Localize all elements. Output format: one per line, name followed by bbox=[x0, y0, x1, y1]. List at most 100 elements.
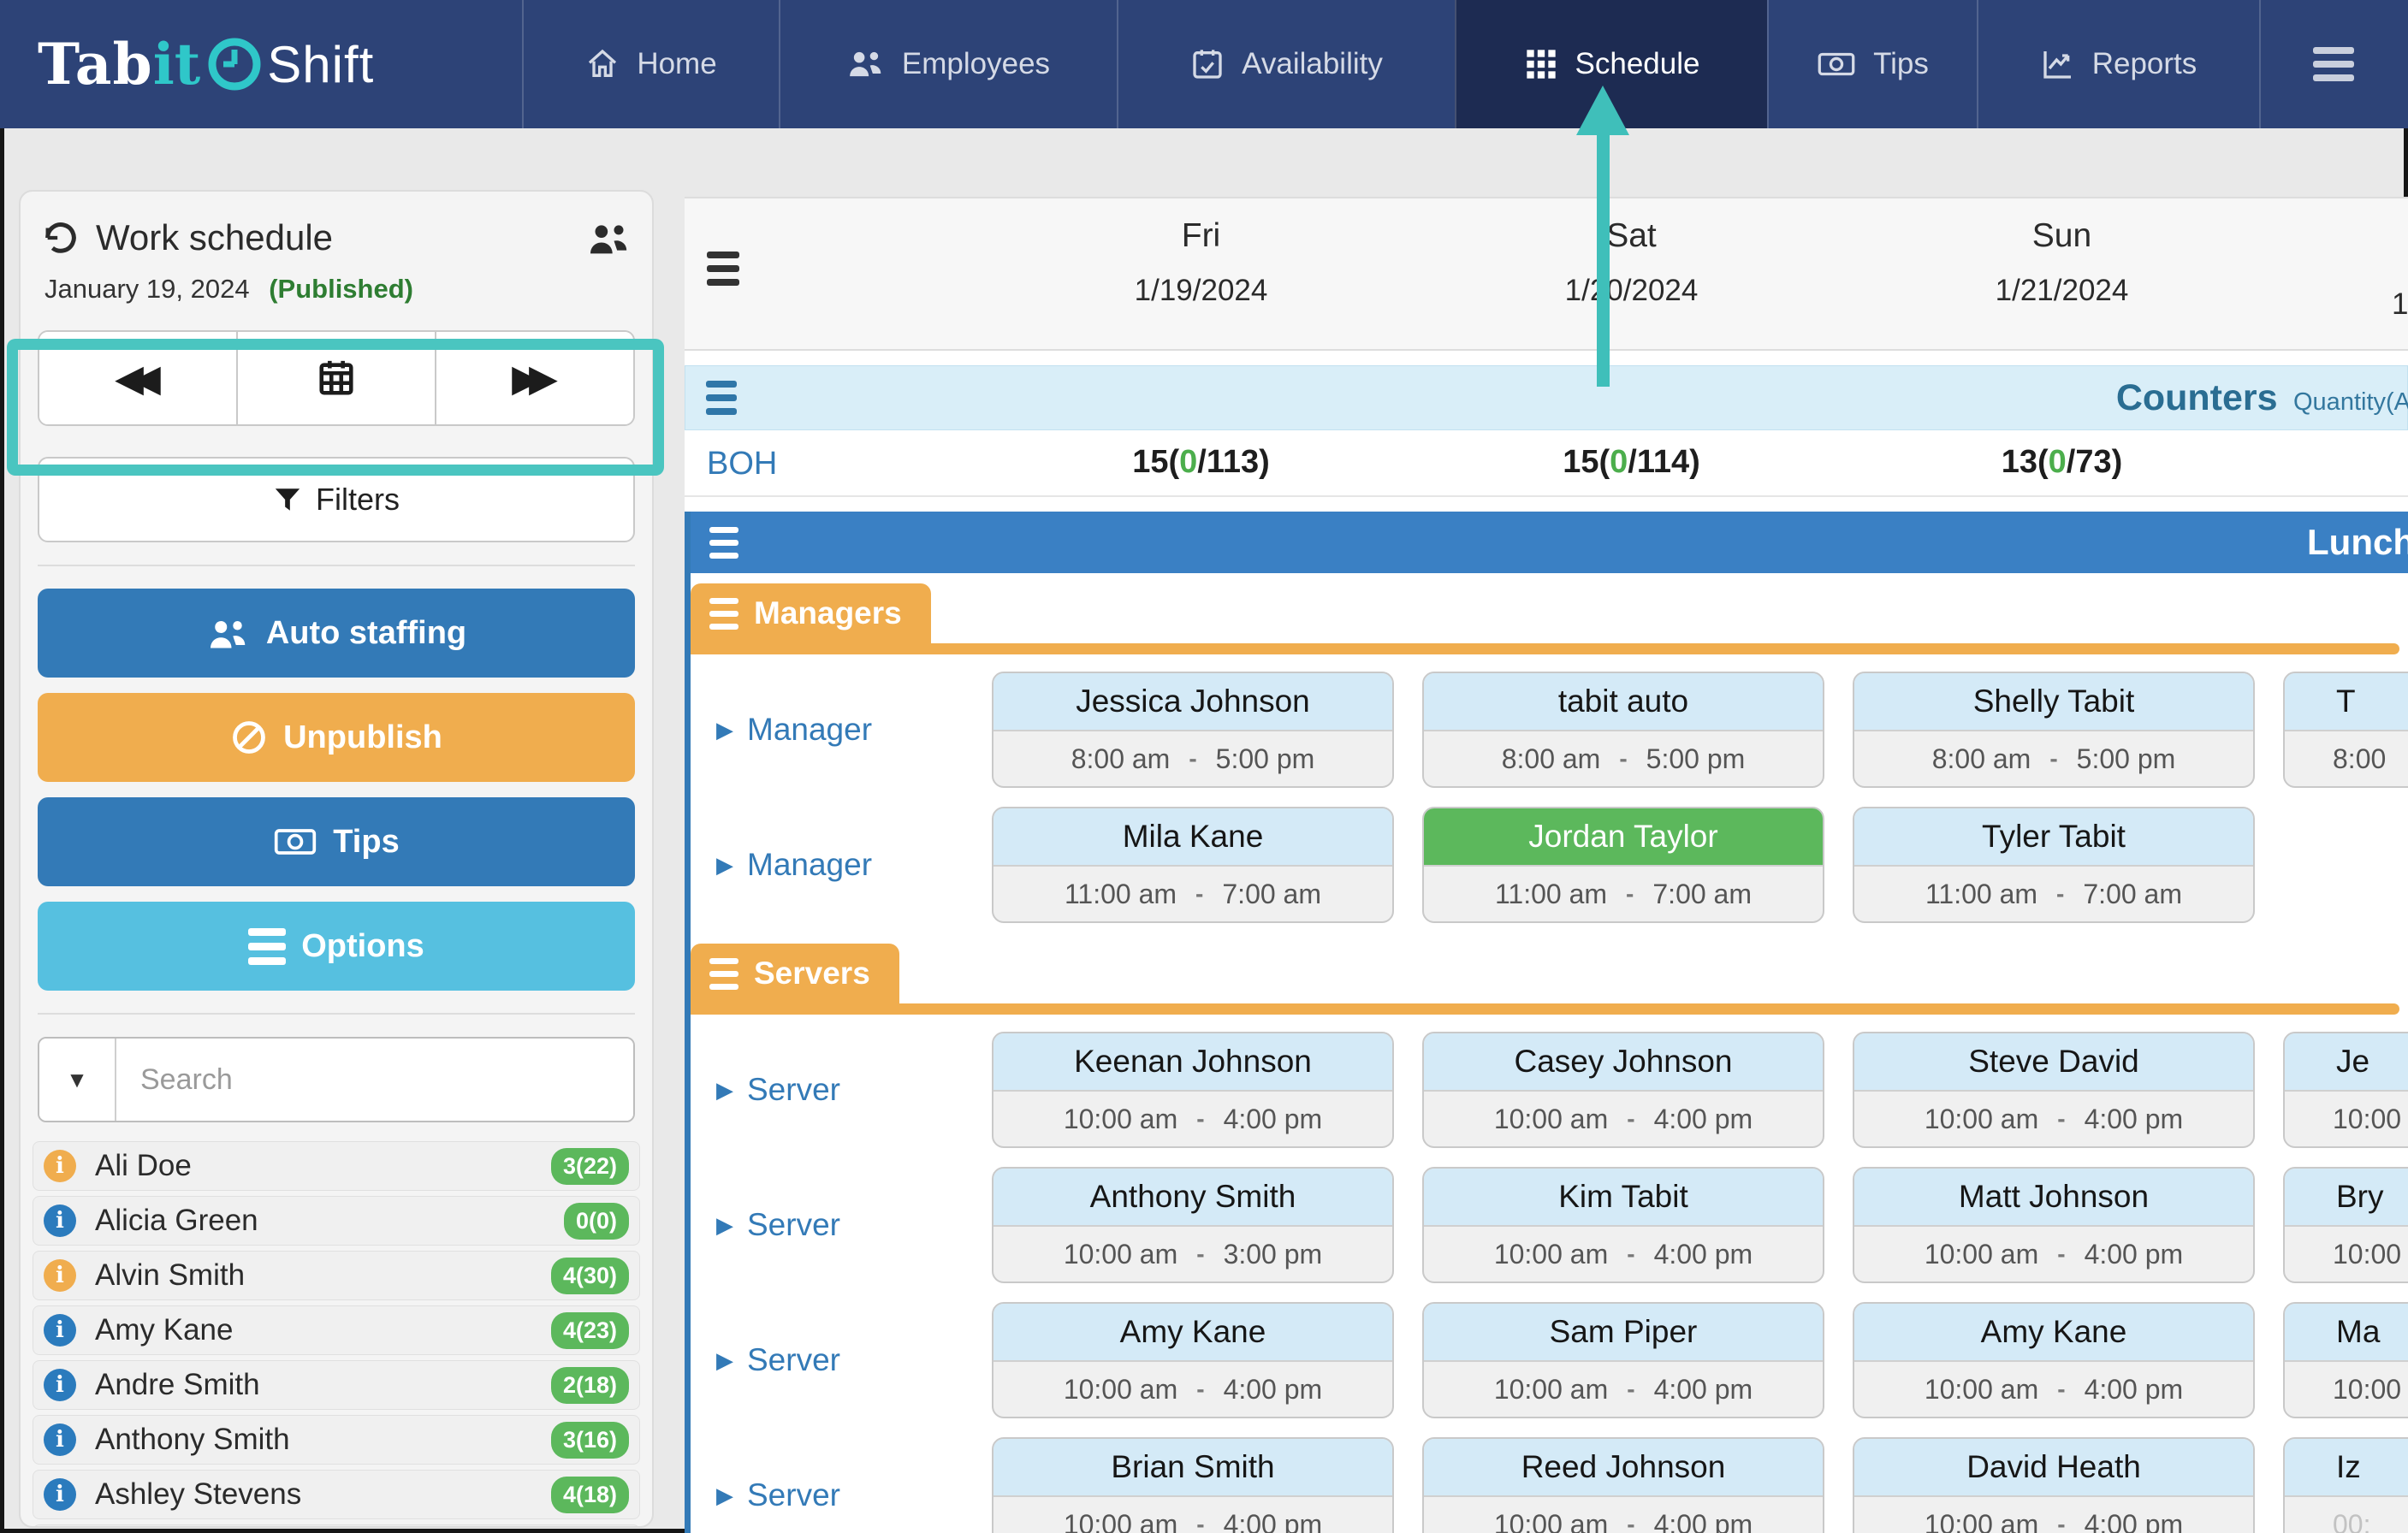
options-button[interactable]: Options bbox=[38, 902, 635, 991]
nav-item-reports[interactable]: Reports bbox=[1977, 0, 2259, 128]
nav-label: Home bbox=[637, 47, 717, 80]
nav-item-availability[interactable]: Availability bbox=[1117, 0, 1455, 128]
shift-card[interactable]: Casey Johnson 10:00 am -4:00 pm bbox=[1422, 1032, 1824, 1148]
shift-time: 10:00 am -4:00 pm bbox=[1924, 1103, 2184, 1134]
shift-employee-name: T bbox=[2285, 673, 2408, 731]
shift-count-badge: 3(22) bbox=[550, 1147, 629, 1185]
shift-time: 10:00 am -4:00 pm bbox=[1063, 1373, 1323, 1405]
schedule-row: ▶ Server Amy Kane 10:00 am -4:00 pm Sam Pi… bbox=[691, 1302, 2408, 1418]
shift-card[interactable]: Mila Kane 11:00 am -7:00 am bbox=[992, 807, 1394, 923]
employee-row[interactable]: i Amy Kane 4(23) bbox=[33, 1305, 640, 1355]
shift-card[interactable]: Sam Piper 10:00 am -4:00 pm bbox=[1422, 1302, 1824, 1418]
shift-employee-name: Ma bbox=[2285, 1304, 2408, 1362]
info-icon[interactable]: i bbox=[44, 1204, 76, 1237]
hamburger-icon[interactable] bbox=[706, 381, 737, 415]
brand-logo[interactable]: Tab it Shift bbox=[0, 0, 522, 128]
shift-count-badge: 4(23) bbox=[550, 1311, 629, 1349]
nav-item-schedule[interactable]: Schedule bbox=[1455, 0, 1767, 128]
shift-card[interactable]: David Heath 10:00 am -4:00 pm bbox=[1853, 1437, 2255, 1533]
role-label-server[interactable]: ▶ Server bbox=[716, 1477, 840, 1512]
shift-card[interactable]: Shelly Tabit 8:00 am -5:00 pm bbox=[1853, 672, 2255, 788]
shift-employee-name: Keenan Johnson bbox=[993, 1033, 1392, 1092]
day-name: Sat bbox=[1606, 217, 1657, 254]
section-tab-managers[interactable]: Managers bbox=[691, 583, 931, 643]
role-label-server[interactable]: ▶ Server bbox=[716, 1072, 840, 1107]
employee-row[interactable]: i Anthony Smith 3(16) bbox=[33, 1415, 640, 1465]
shift-card[interactable]: tabit auto 8:00 am -5:00 pm bbox=[1422, 672, 1824, 788]
shift-count-badge: 0(0) bbox=[563, 1202, 629, 1240]
shift-card[interactable]: Keenan Johnson 10:00 am -4:00 pm bbox=[992, 1032, 1394, 1148]
shift-card-clipped[interactable]: Bry 10:00 bbox=[2283, 1167, 2408, 1283]
previous-week-button[interactable]: ◀◀ bbox=[39, 332, 236, 424]
shift-time: 8:00 am -5:00 pm bbox=[1501, 743, 1746, 774]
day-name: Fri bbox=[1181, 217, 1221, 254]
hamburger-icon[interactable] bbox=[709, 526, 738, 559]
shift-card[interactable]: Steve David 10:00 am -4:00 pm bbox=[1853, 1032, 2255, 1148]
shift-card-clipped[interactable]: Je 10:00 bbox=[2283, 1032, 2408, 1148]
shift-employee-name: Matt Johnson bbox=[1854, 1169, 2253, 1227]
info-icon[interactable]: i bbox=[44, 1424, 76, 1456]
filters-label: Filters bbox=[316, 482, 400, 517]
users-icon bbox=[847, 47, 885, 81]
employee-row[interactable]: i Ali Doe 3(22) bbox=[33, 1141, 640, 1191]
schedule-row: ▶ Manager Jessica Johnson 8:00 am -5:00 pm… bbox=[691, 672, 2408, 788]
nav-item-home[interactable]: Home bbox=[522, 0, 779, 128]
people-icon[interactable] bbox=[587, 219, 632, 257]
shift-time: 10:00 bbox=[2333, 1373, 2402, 1405]
shift-card[interactable]: Tyler Tabit 11:00 am -7:00 am bbox=[1853, 807, 2255, 923]
role-label-manager[interactable]: ▶ Manager bbox=[716, 847, 873, 882]
shift-card[interactable]: Amy Kane 10:00 am -4:00 pm bbox=[1853, 1302, 2255, 1418]
tips-button[interactable]: Tips bbox=[38, 797, 635, 886]
shift-employee-name: Steve David bbox=[1854, 1033, 2253, 1092]
day-date: 1/19/2024 bbox=[1134, 274, 1268, 307]
calendar-button[interactable] bbox=[236, 332, 435, 424]
role-label-server[interactable]: ▶ Server bbox=[716, 1207, 840, 1242]
shift-card-clipped[interactable]: T 8:00 bbox=[2283, 672, 2408, 788]
employee-row[interactable]: i Alvin Smith 4(30) bbox=[33, 1251, 640, 1300]
shift-card[interactable]: Kim Tabit 10:00 am -4:00 pm bbox=[1422, 1167, 1824, 1283]
info-icon[interactable]: i bbox=[44, 1478, 76, 1511]
info-icon[interactable]: i bbox=[44, 1369, 76, 1401]
shift-time: 10:00 am -4:00 pm bbox=[1063, 1103, 1323, 1134]
employee-row[interactable]: i Andre Smith 2(18) bbox=[33, 1360, 640, 1410]
search-filter-dropdown[interactable]: ▼ bbox=[39, 1039, 116, 1121]
boh-label[interactable]: BOH bbox=[707, 446, 778, 482]
nav-menu-button[interactable] bbox=[2259, 0, 2406, 128]
schedule-panel: Fri 1/19/2024 Sat 1/20/2024 Sun 1/21/202… bbox=[685, 197, 2408, 1533]
shift-card[interactable]: Anthony Smith 10:00 am -3:00 pm bbox=[992, 1167, 1394, 1283]
shift-card[interactable]: Brian Smith 10:00 am -4:00 pm bbox=[992, 1437, 1394, 1533]
shift-count-badge: 4(18) bbox=[550, 1476, 629, 1513]
next-week-button[interactable]: ▶▶ bbox=[435, 332, 633, 424]
filters-button[interactable]: Filters bbox=[38, 457, 635, 542]
nav-item-employees[interactable]: Employees bbox=[779, 0, 1117, 128]
shift-card-clipped[interactable]: Ma 10:00 bbox=[2283, 1302, 2408, 1418]
hamburger-icon[interactable] bbox=[707, 252, 739, 286]
shift-employee-name: Sam Piper bbox=[1424, 1304, 1823, 1362]
employee-list: i Ali Doe 3(22) i Alicia Green 0(0) i Al… bbox=[33, 1141, 640, 1526]
tips-label: Tips bbox=[333, 823, 400, 860]
shift-card[interactable]: Amy Kane 10:00 am -4:00 pm bbox=[992, 1302, 1394, 1418]
shift-card-highlighted[interactable]: Jordan Taylor 11:00 am -7:00 am bbox=[1422, 807, 1824, 923]
brand-part-tab: Tab bbox=[38, 31, 153, 98]
shift-card[interactable]: Reed Johnson 10:00 am -4:00 pm bbox=[1422, 1437, 1824, 1533]
shift-employee-name: Mila Kane bbox=[993, 808, 1392, 867]
shift-card[interactable]: Jessica Johnson 8:00 am -5:00 pm bbox=[992, 672, 1394, 788]
role-label-server[interactable]: ▶ Server bbox=[716, 1342, 840, 1377]
nav-label: Employees bbox=[901, 47, 1051, 80]
search-input[interactable] bbox=[116, 1039, 633, 1121]
section-tab-servers[interactable]: Servers bbox=[691, 944, 899, 1003]
shift-employee-name: Je bbox=[2285, 1033, 2408, 1092]
employee-row[interactable] bbox=[33, 1524, 640, 1526]
info-icon[interactable]: i bbox=[44, 1150, 76, 1182]
employee-row[interactable]: i Alicia Green 0(0) bbox=[33, 1196, 640, 1246]
shift-card-clipped[interactable]: Iz 00: bbox=[2283, 1437, 2408, 1533]
unpublish-button[interactable]: Unpublish bbox=[38, 693, 635, 782]
role-label-manager[interactable]: ▶ Manager bbox=[716, 712, 873, 747]
auto-staffing-button[interactable]: Auto staffing bbox=[38, 589, 635, 678]
info-icon[interactable]: i bbox=[44, 1314, 76, 1347]
info-icon[interactable]: i bbox=[44, 1259, 76, 1292]
nav-item-tips[interactable]: Tips bbox=[1767, 0, 1977, 128]
shift-card[interactable]: Matt Johnson 10:00 am -4:00 pm bbox=[1853, 1167, 2255, 1283]
employee-row[interactable]: i Ashley Stevens 4(18) bbox=[33, 1470, 640, 1519]
